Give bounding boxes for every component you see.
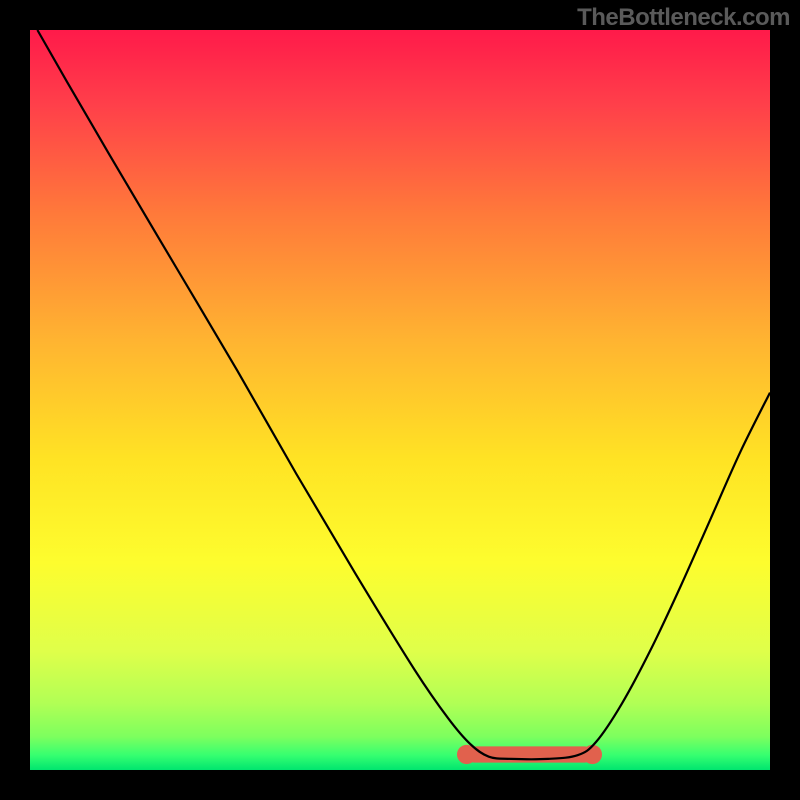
gradient-background <box>30 30 770 770</box>
bottleneck-chart <box>0 0 800 800</box>
watermark-text: TheBottleneck.com <box>577 4 790 32</box>
